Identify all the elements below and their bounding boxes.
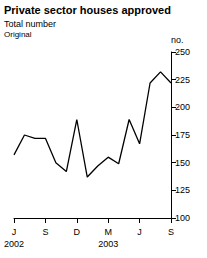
svg-text:125: 125 [175, 185, 190, 195]
svg-text:200: 200 [175, 102, 190, 112]
svg-text:100: 100 [175, 213, 190, 223]
svg-text:J: J [12, 227, 17, 237]
svg-text:150: 150 [175, 158, 190, 168]
svg-text:Original: Original [4, 30, 32, 39]
svg-text:250: 250 [175, 47, 190, 57]
svg-text:2003: 2003 [98, 239, 118, 249]
svg-text:Total number: Total number [4, 19, 56, 29]
svg-text:S: S [42, 227, 48, 237]
svg-text:2002: 2002 [4, 239, 24, 249]
svg-text:175: 175 [175, 130, 190, 140]
svg-text:Private sector houses approved: Private sector houses approved [4, 4, 171, 16]
svg-text:no.: no. [171, 35, 184, 45]
svg-text:225: 225 [175, 75, 190, 85]
svg-text:M: M [104, 227, 112, 237]
svg-text:D: D [74, 227, 81, 237]
svg-text:S: S [168, 227, 174, 237]
svg-text:J: J [137, 227, 142, 237]
